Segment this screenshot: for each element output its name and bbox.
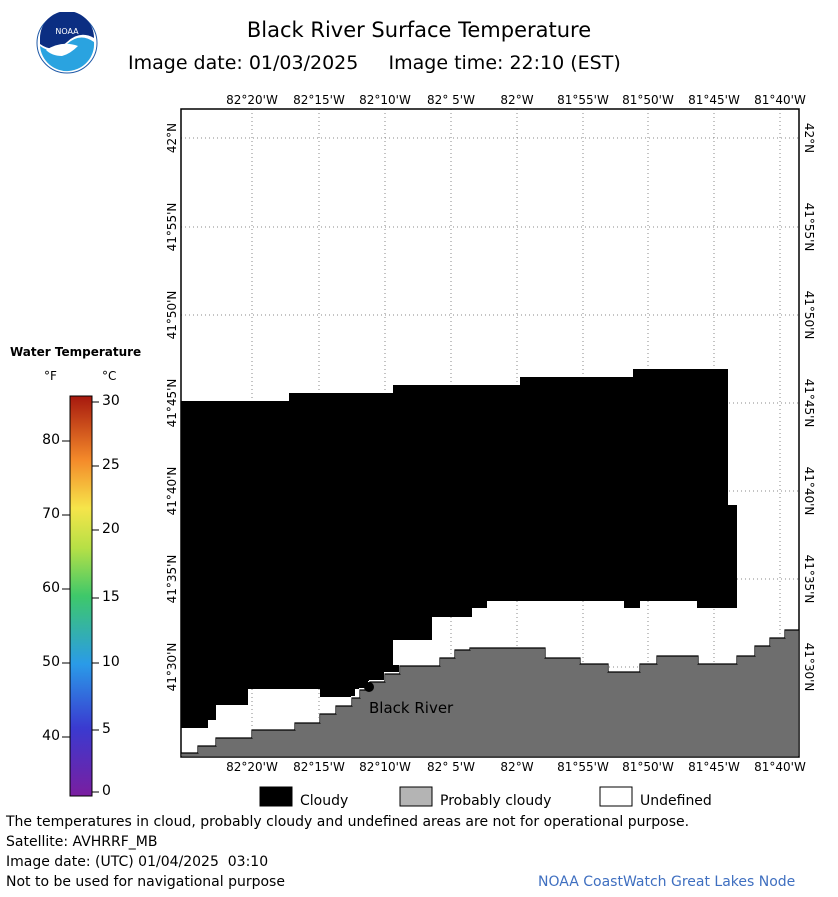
celsius-tick: 10 <box>102 654 120 670</box>
lon-label-bottom: 82°10'W <box>359 760 411 774</box>
probably-cloudy-swatch <box>399 786 433 807</box>
fahrenheit-tick: 70 <box>42 506 60 522</box>
lat-label-right: 41°45'N <box>802 379 816 428</box>
lon-label-top: 82°10'W <box>359 93 411 107</box>
black-river-marker <box>364 682 374 692</box>
lat-label-left: 41°50'N <box>165 291 179 340</box>
fahrenheit-tick: 50 <box>42 654 60 670</box>
place-label: Black River <box>369 699 454 717</box>
lon-label-bottom: 82°20'W <box>226 760 278 774</box>
celsius-tick: 15 <box>102 589 120 605</box>
lon-label-bottom: 82°W <box>500 760 533 774</box>
lon-label-bottom: 81°55'W <box>557 760 609 774</box>
lon-label-top: 81°40'W <box>754 93 806 107</box>
page-title: Black River Surface Temperature <box>246 18 592 42</box>
lat-label-right: 41°40'N <box>802 467 816 516</box>
lon-label-top: 81°50'W <box>622 93 674 107</box>
celsius-tick: 25 <box>102 457 120 473</box>
cloudy-label: Cloudy <box>300 793 349 809</box>
lon-label-bottom: 81°45'W <box>688 760 740 774</box>
logo-text: NOAA <box>55 27 79 36</box>
fahrenheit-tick: 80 <box>42 432 60 448</box>
lat-label-left: 42°N <box>165 123 179 153</box>
lat-label-right: 41°55'N <box>802 203 816 252</box>
lat-label-right: 41°50'N <box>802 291 816 340</box>
fahrenheit-tick: 60 <box>42 580 60 596</box>
lon-label-top: 82°20'W <box>226 93 278 107</box>
lon-label-top: 81°55'W <box>557 93 609 107</box>
lon-label-top: 81°45'W <box>688 93 740 107</box>
lon-label-bottom: 81°50'W <box>622 760 674 774</box>
temperature-color-bar <box>69 395 93 797</box>
lon-label-bottom: 82°15'W <box>293 760 345 774</box>
celsius-tick: 20 <box>102 521 120 537</box>
noaa-logo: NOAA <box>36 12 98 74</box>
unit-fahrenheit: °F <box>44 369 57 383</box>
lat-label-left: 41°55'N <box>165 203 179 252</box>
image-date-time: Image date: 01/03/2025 Image time: 22:10… <box>128 52 621 74</box>
cloudy-swatch <box>259 786 293 807</box>
lat-label-left: 41°45'N <box>165 379 179 428</box>
legend-title: Water Temperature <box>10 345 142 359</box>
lon-label-top: 82°15'W <box>293 93 345 107</box>
navigation-warning: Not to be used for navigational purpose <box>6 874 285 890</box>
lat-label-left: 41°35'N <box>165 555 179 604</box>
lat-label-right: 41°35'N <box>802 555 816 604</box>
lon-label-top: 82° 5'W <box>427 93 475 107</box>
satellite-text: Satellite: AVHRRF_MB <box>6 834 158 850</box>
lon-label-bottom: 81°40'W <box>754 760 806 774</box>
lon-label-top: 82°W <box>500 93 533 107</box>
probably-cloudy-label: Probably cloudy <box>440 793 552 809</box>
unit-celsius: °C <box>102 369 117 383</box>
celsius-tick: 0 <box>102 783 111 799</box>
disclaimer-text: The temperatures in cloud, probably clou… <box>6 814 690 830</box>
celsius-tick: 5 <box>102 721 111 737</box>
lat-label-right: 41°30'N <box>802 643 816 692</box>
lat-label-left: 41°30'N <box>165 643 179 692</box>
shoreline <box>181 629 799 754</box>
color-bar-ticks <box>62 401 99 793</box>
lat-label-left: 41°40'N <box>165 467 179 516</box>
lat-label-right: 42°N <box>802 123 816 153</box>
utc-date-text: Image date: (UTC) 01/04/2025 03:10 <box>6 854 269 870</box>
undefined-swatch <box>599 786 633 807</box>
celsius-tick: 30 <box>102 393 120 409</box>
map-frame <box>180 108 800 758</box>
credit-text: NOAA CoastWatch Great Lakes Node <box>538 874 796 890</box>
undefined-label: Undefined <box>640 793 712 809</box>
lon-label-bottom: 82° 5'W <box>427 760 475 774</box>
cloudy-region <box>181 369 737 728</box>
fahrenheit-tick: 40 <box>42 728 60 744</box>
